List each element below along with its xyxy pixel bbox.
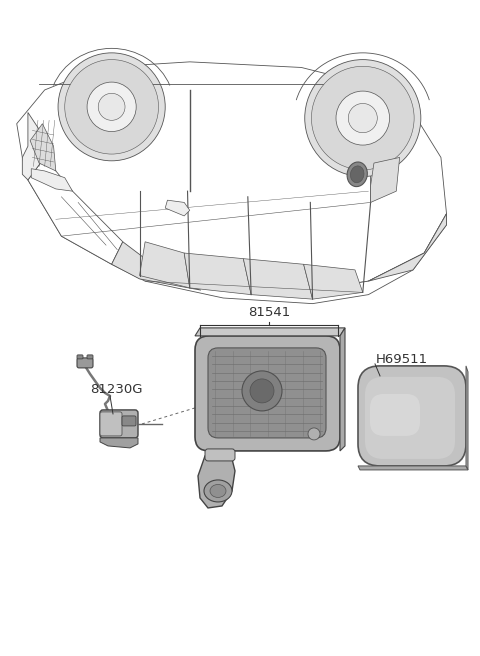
Polygon shape: [243, 258, 312, 299]
Circle shape: [58, 53, 165, 161]
FancyBboxPatch shape: [205, 449, 235, 461]
FancyBboxPatch shape: [100, 410, 138, 438]
FancyBboxPatch shape: [365, 377, 455, 459]
FancyBboxPatch shape: [195, 336, 340, 451]
Polygon shape: [112, 242, 201, 290]
Polygon shape: [368, 85, 413, 203]
FancyBboxPatch shape: [100, 412, 122, 436]
Polygon shape: [371, 157, 400, 203]
Polygon shape: [184, 253, 251, 295]
Polygon shape: [340, 328, 345, 451]
FancyBboxPatch shape: [370, 394, 420, 436]
Polygon shape: [140, 242, 190, 288]
Ellipse shape: [350, 166, 364, 183]
Polygon shape: [165, 200, 190, 216]
Polygon shape: [100, 438, 138, 448]
Polygon shape: [112, 214, 446, 304]
FancyBboxPatch shape: [87, 355, 93, 359]
Circle shape: [348, 104, 377, 133]
Polygon shape: [30, 124, 56, 171]
Circle shape: [87, 82, 136, 132]
Circle shape: [242, 371, 282, 411]
Circle shape: [305, 60, 421, 176]
Ellipse shape: [347, 162, 367, 186]
FancyBboxPatch shape: [77, 358, 93, 368]
Ellipse shape: [204, 480, 232, 502]
Ellipse shape: [210, 484, 226, 497]
FancyBboxPatch shape: [208, 348, 326, 438]
Polygon shape: [31, 169, 72, 191]
Circle shape: [65, 60, 158, 154]
Polygon shape: [198, 451, 235, 508]
FancyBboxPatch shape: [122, 416, 136, 426]
Circle shape: [312, 66, 414, 170]
Polygon shape: [23, 112, 45, 180]
Circle shape: [250, 379, 274, 403]
Polygon shape: [28, 157, 123, 264]
Circle shape: [336, 91, 390, 145]
Polygon shape: [304, 264, 363, 299]
FancyBboxPatch shape: [77, 355, 83, 359]
Text: H69511: H69511: [376, 354, 428, 367]
Polygon shape: [195, 328, 345, 336]
Polygon shape: [358, 466, 468, 470]
FancyBboxPatch shape: [358, 366, 466, 466]
Polygon shape: [466, 366, 468, 470]
Polygon shape: [17, 62, 446, 295]
Polygon shape: [368, 214, 446, 281]
Text: 81541: 81541: [248, 306, 290, 319]
Circle shape: [98, 93, 125, 120]
Text: 81230G: 81230G: [90, 383, 143, 396]
Circle shape: [308, 428, 320, 440]
